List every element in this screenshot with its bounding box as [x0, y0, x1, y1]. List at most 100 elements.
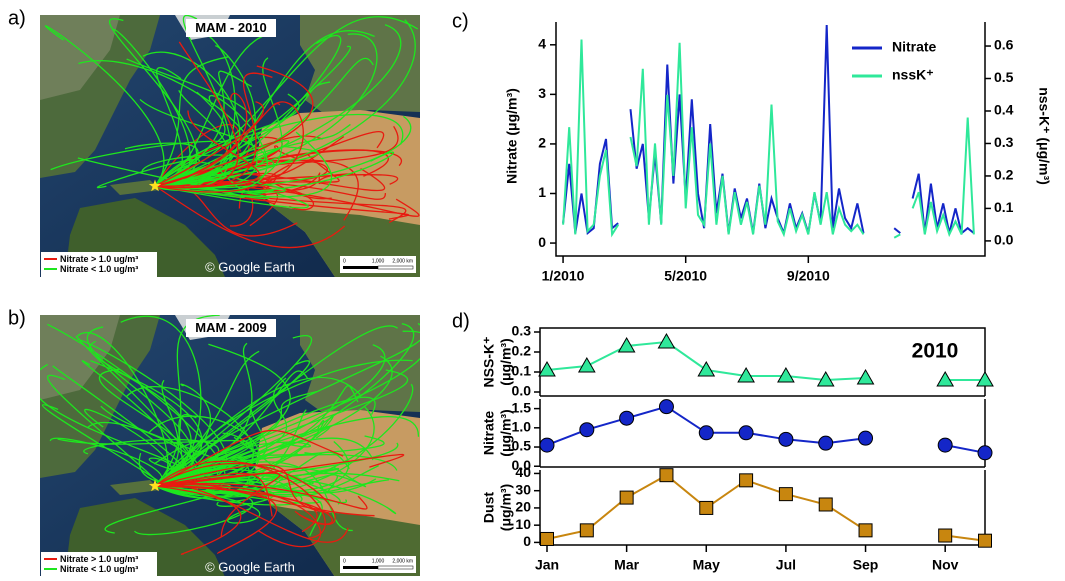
panel-label: a)	[8, 7, 26, 29]
trajectory	[154, 113, 404, 187]
trajectory	[78, 60, 258, 189]
marker	[697, 360, 716, 377]
trajectory	[57, 438, 251, 487]
y-tick-label: 0.3	[512, 323, 532, 339]
trajectory	[154, 472, 281, 538]
marker	[739, 473, 754, 488]
marker	[856, 368, 875, 385]
x-tick-label: 9/2010	[787, 268, 830, 284]
land	[40, 15, 120, 100]
y2-tick-label: 0.0	[994, 232, 1014, 248]
trajectory	[154, 70, 252, 187]
marker	[858, 523, 873, 538]
y-tick-label: 0.1	[512, 363, 532, 379]
trajectory	[154, 344, 386, 487]
marker	[659, 468, 674, 483]
trajectory	[154, 390, 318, 487]
y2-axis-label: nss-K⁺ (μg/m³)	[1036, 87, 1052, 185]
trajectory	[154, 153, 340, 187]
trajectory	[154, 45, 351, 187]
marker	[658, 399, 674, 415]
trajectory	[154, 101, 265, 187]
y2-tick-label: 0.3	[994, 134, 1014, 150]
panel-label: b)	[8, 307, 26, 329]
marker	[978, 533, 992, 548]
y2-tick-label: 0.6	[994, 37, 1014, 53]
marker	[937, 437, 953, 453]
scale-bar	[343, 266, 378, 269]
x-tick-label: Jan	[535, 557, 559, 573]
marker	[778, 487, 793, 502]
legend-label: Nitrate > 1.0 ug/m³	[60, 254, 138, 264]
trajectory	[154, 330, 420, 487]
marker	[577, 356, 596, 373]
y-tick-label: 2	[538, 135, 546, 151]
marker	[619, 490, 634, 505]
trajectory	[154, 484, 322, 548]
marker	[778, 431, 794, 447]
trajectory	[154, 41, 239, 189]
trajectory	[154, 406, 375, 498]
trajectory	[154, 441, 349, 494]
trajectory	[154, 159, 359, 221]
y-tick-label: 20	[515, 499, 531, 515]
marker	[698, 425, 714, 441]
trajectory	[154, 185, 346, 249]
marker	[579, 523, 594, 538]
trajectory	[154, 485, 333, 525]
marker	[816, 370, 835, 387]
legend-label: Nitrate > 1.0 ug/m³	[60, 554, 138, 564]
x-tick-label: Jul	[776, 557, 796, 573]
marker	[858, 430, 874, 446]
chart-title: 2010	[912, 340, 959, 363]
trajectory	[154, 464, 330, 514]
origin-star	[148, 179, 162, 192]
y-axis-label: Nitrate (μg/m³)	[504, 88, 520, 184]
trajectory	[154, 359, 413, 487]
marker	[977, 445, 993, 461]
marker	[617, 336, 636, 353]
y-axis-label: (μg/m³)	[498, 409, 514, 456]
scale-bar	[377, 565, 414, 570]
legend-box	[41, 552, 157, 576]
marker	[738, 425, 754, 441]
legend-box	[41, 252, 157, 277]
y2-tick-label: 0.5	[994, 69, 1014, 85]
marker	[818, 497, 833, 512]
x-tick-label: Sep	[853, 557, 879, 573]
trajectory	[154, 453, 405, 487]
trajectory	[154, 101, 304, 193]
trajectory	[120, 315, 202, 487]
map-title: MAM - 2010	[195, 20, 267, 35]
legend-label: Nitrate < 1.0 ug/m³	[60, 264, 138, 274]
title-box	[186, 19, 276, 37]
scale-bar	[343, 566, 378, 569]
trajectory	[125, 386, 255, 487]
x-tick-label: 1/2010	[542, 268, 585, 284]
panel-label: d)	[452, 310, 470, 332]
axis	[539, 399, 986, 467]
y-tick-label: 4	[538, 36, 546, 52]
marker	[657, 332, 676, 349]
x-tick-label: Nov	[932, 557, 959, 573]
series-line	[546, 405, 986, 454]
y-tick-label: 1.0	[512, 419, 532, 435]
y2-tick-label: 0.2	[994, 167, 1014, 183]
marker	[579, 422, 595, 438]
y-tick-label: 30	[515, 481, 531, 497]
y-tick-label: 0	[523, 533, 531, 549]
axis	[539, 470, 986, 545]
scale-label: 1,000	[372, 558, 385, 564]
y-tick-label: 0.2	[512, 343, 532, 359]
trajectory	[154, 342, 253, 487]
series-line	[562, 24, 975, 237]
trajectory	[41, 404, 172, 492]
y-axis-label: (μg/m³)	[498, 338, 514, 385]
trajectory	[154, 461, 353, 532]
title-box	[186, 319, 276, 337]
scale-label: 2,000 km	[392, 258, 413, 264]
trajectory	[154, 33, 378, 187]
axis	[539, 327, 986, 396]
origin-star	[148, 479, 162, 492]
